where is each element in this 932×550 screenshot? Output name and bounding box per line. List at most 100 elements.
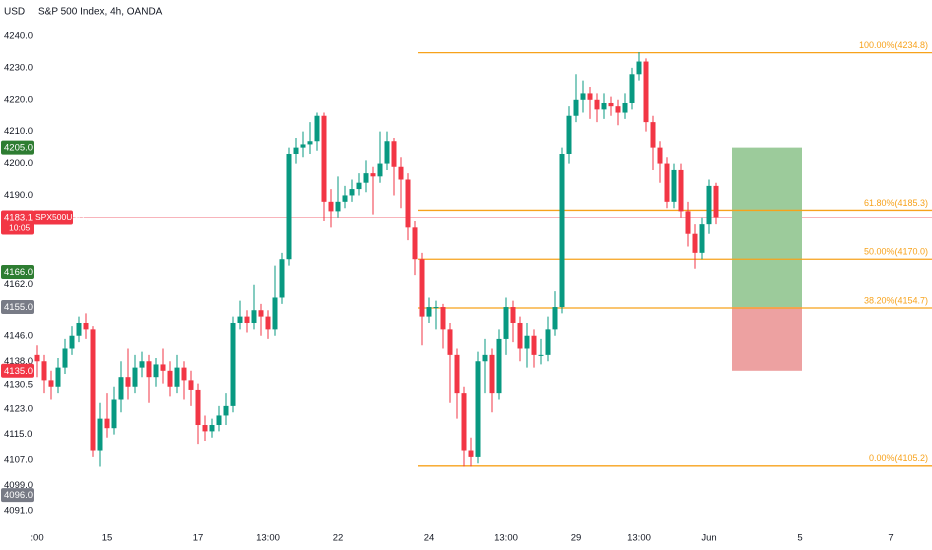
y-tick-label: 4200.0 <box>4 158 33 169</box>
profit-zone <box>732 147 802 308</box>
candle-body <box>328 201 334 212</box>
fib-label: 50.00%(4170.0) <box>864 247 928 257</box>
y-tick-label: 4115.0 <box>4 429 32 440</box>
candle-body <box>566 115 572 154</box>
currency: USD <box>4 7 25 18</box>
y-tick-label: 4190.0 <box>4 190 33 201</box>
candle-body <box>83 322 89 330</box>
last-price-label: 4183.1 <box>4 212 33 223</box>
candle-body <box>188 380 194 390</box>
price-badge <box>1 264 34 279</box>
candle-body <box>314 115 320 142</box>
candle-body <box>384 141 390 164</box>
symbol-label: SPX500USD <box>35 212 84 222</box>
candle-body <box>405 179 411 228</box>
candle-body <box>650 122 656 148</box>
y-tick-label: 4230.0 <box>4 62 33 73</box>
candle-body <box>97 418 103 451</box>
candle-body <box>174 367 180 387</box>
candle-body <box>601 102 607 110</box>
candle-body <box>608 102 614 107</box>
candle-body <box>643 61 649 123</box>
candle-body <box>496 338 502 394</box>
price-badge <box>1 488 34 503</box>
y-tick-label: 4138.0 <box>4 356 33 367</box>
x-tick-label: 13:00 <box>627 533 651 544</box>
candle-body <box>573 99 579 116</box>
candle-body <box>125 377 131 387</box>
candle-body <box>76 322 82 336</box>
candle-body <box>629 74 635 103</box>
candle-body <box>230 322 236 406</box>
candle-body <box>419 259 425 317</box>
x-tick-label: 5 <box>797 533 802 544</box>
candle-body <box>363 173 369 183</box>
candle-body <box>139 361 145 368</box>
x-tick-label: 13:00 <box>494 533 518 544</box>
candle-body <box>251 310 257 323</box>
candle-body <box>307 141 313 145</box>
x-tick-label: Jun <box>701 533 716 544</box>
candle-body <box>489 354 495 394</box>
candle-body <box>272 297 278 330</box>
candle-body <box>202 425 208 432</box>
candle-body <box>636 61 642 75</box>
candle-body <box>594 99 600 110</box>
candle-body <box>461 393 467 451</box>
y-tick-label: 4091.0 <box>4 506 33 517</box>
candle-body <box>293 147 299 154</box>
candle-body <box>258 310 264 317</box>
symbol-badge <box>33 210 73 225</box>
candle-body <box>118 377 124 400</box>
candle-body <box>412 227 418 260</box>
y-tick-label: 4107.0 <box>4 455 33 466</box>
candle-body <box>391 141 397 167</box>
candle-body <box>538 354 544 356</box>
candle-body <box>671 169 677 202</box>
candle-body <box>692 233 698 253</box>
candle-body <box>377 163 383 177</box>
candle-body <box>216 415 222 426</box>
candle-body <box>90 329 96 451</box>
candle-body <box>195 389 201 426</box>
price-badge-label: 4166.0 <box>4 267 33 278</box>
fib-label: 38.20%(4154.7) <box>864 295 928 305</box>
fib-label: 0.00%(4105.2) <box>869 453 928 463</box>
candle-body <box>545 329 551 355</box>
candle-body <box>622 102 628 113</box>
candle-body <box>111 399 117 429</box>
candle-body <box>342 195 348 202</box>
candle-body <box>510 307 516 323</box>
candle-body <box>482 354 488 362</box>
candle-body <box>524 335 530 349</box>
countdown-label: 10:05 <box>9 223 31 233</box>
y-tick-label: 4099.0 <box>4 480 33 491</box>
candle-body <box>454 354 460 394</box>
y-tick-label: 4146.0 <box>4 330 33 341</box>
candle-body <box>244 316 250 323</box>
candle-body <box>503 307 509 339</box>
candle-body <box>580 93 586 100</box>
candle-body <box>426 307 432 317</box>
y-tick-label: 4240.0 <box>4 31 33 42</box>
candle-body <box>370 173 376 177</box>
x-tick-label: 24 <box>424 533 435 544</box>
candle-body <box>699 224 705 253</box>
chart-title: S&P 500 Index, 4h, OANDA <box>38 7 163 18</box>
candle-body <box>447 329 453 355</box>
candle-body <box>531 335 537 355</box>
candle-body <box>132 367 138 387</box>
price-badge-label: 4135.0 <box>4 366 33 377</box>
x-tick-label: 13:00 <box>256 533 280 544</box>
candle-body <box>146 361 152 378</box>
candle-body <box>55 367 61 387</box>
candle-body <box>69 335 75 349</box>
candle-body <box>398 166 404 180</box>
x-tick-label: 7 <box>888 533 893 544</box>
candle-body <box>706 185 712 225</box>
candle-body <box>209 425 215 432</box>
candle-body <box>685 211 691 234</box>
x-tick-label: 15 <box>102 533 113 544</box>
